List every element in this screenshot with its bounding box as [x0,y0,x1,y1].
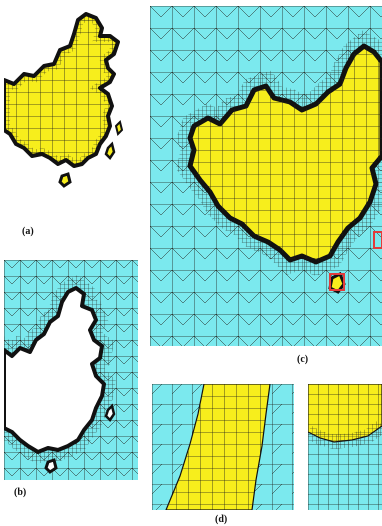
label-a: (a) [22,226,34,237]
figure-c [150,6,382,346]
highlight-box-e [373,231,382,249]
panel-a-land-mesh [4,8,142,213]
panel-d-zoom-detail [152,384,294,510]
figure-e [308,384,382,510]
label-b: (b) [14,487,27,498]
figure-b [4,260,138,480]
panel-c-combined-mesh [150,6,382,346]
highlight-box-d [329,273,345,291]
label-d: (d) [215,514,228,525]
figure-d [152,384,294,510]
figure-a [4,12,124,188]
panel-b-sea-mesh [4,260,138,480]
label-c: (c) [297,354,309,365]
panel-e-zoom-detail [308,384,382,510]
